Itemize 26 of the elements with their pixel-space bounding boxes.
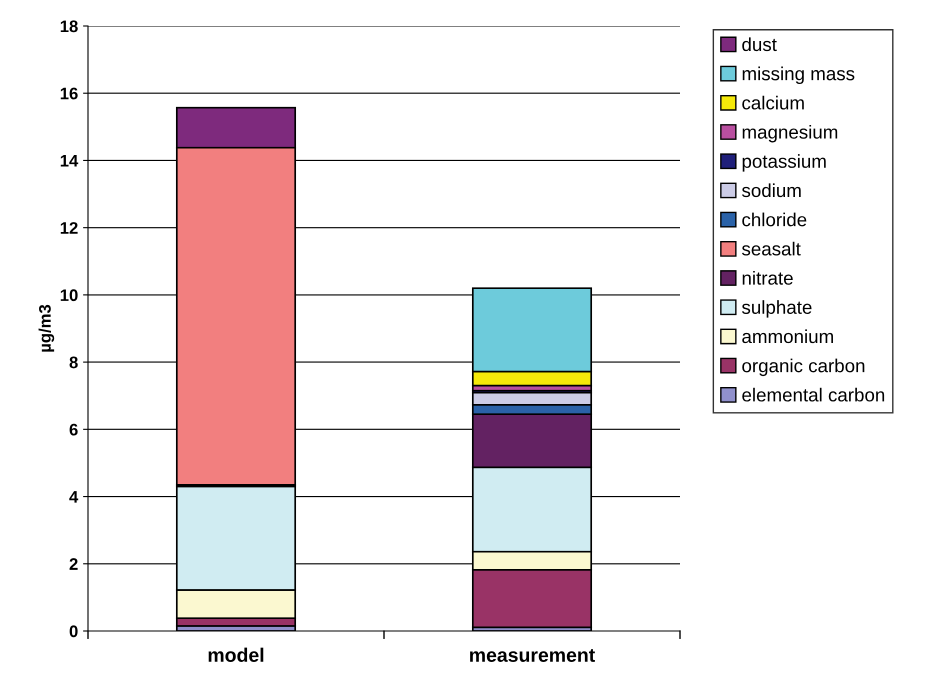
legend-label: seasalt bbox=[742, 242, 801, 256]
x-tick-label: measurement bbox=[470, 649, 595, 662]
y-tick-label: 0 bbox=[70, 625, 78, 638]
y-tick-label: 14 bbox=[60, 155, 78, 166]
y-tick-label: 16 bbox=[60, 88, 78, 100]
y-tick-label: 4 bbox=[69, 491, 78, 503]
y-axis-title: µg/m3 bbox=[38, 304, 54, 352]
legend-label: elemental carbon bbox=[742, 388, 884, 402]
legend-label: sodium bbox=[742, 183, 801, 198]
y-tick-label: 8 bbox=[70, 356, 78, 368]
y-tick-label: 18 bbox=[60, 20, 78, 32]
legend-label: potassium bbox=[742, 154, 826, 172]
y-tick-label: 12 bbox=[60, 222, 78, 234]
legend-label: organic carbon bbox=[742, 358, 864, 376]
legend-label: magnesium bbox=[742, 124, 838, 142]
legend-label: ammonium bbox=[742, 329, 833, 344]
y-tick-label: 6 bbox=[70, 424, 78, 436]
x-tick-label: model bbox=[208, 648, 264, 662]
y-tick-label: 2 bbox=[70, 558, 78, 570]
legend-label: dust bbox=[742, 37, 777, 52]
legend-label: chloride bbox=[742, 212, 806, 226]
y-tick-label: 10 bbox=[60, 289, 78, 302]
legend-label: calcium bbox=[742, 96, 804, 110]
legend-label: missing mass bbox=[742, 66, 854, 84]
legend-label: nitrate bbox=[742, 270, 793, 285]
legend-label: sulphate bbox=[742, 300, 812, 318]
